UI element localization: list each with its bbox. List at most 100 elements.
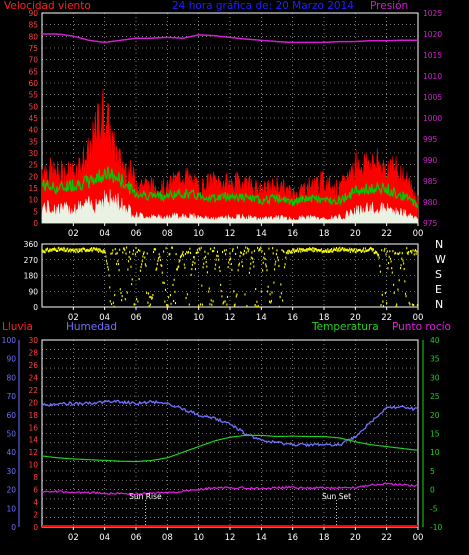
wind-ytick-label: 20 [28,172,38,181]
rain-label: Lluvia [2,321,33,333]
pressure-label: Presión [370,0,408,12]
wind-ytick-label: 10 [28,196,38,205]
direction-label-n-top: N [435,238,443,251]
temperature-line [41,434,419,463]
direction-side-labels: N W S E N [435,238,446,311]
dir-xtick-label: 00 [413,313,424,323]
low-xtick-label: 22 [381,533,392,543]
rain-axis-ytick-label: 22 [28,386,38,395]
wind-ytick-label: 35 [28,137,38,146]
dir-xtick-label: 08 [162,313,173,323]
direction-label-n-bottom: N [435,298,443,311]
low-xtick-label: 18 [319,533,330,543]
temperature-axis-ytick-label: 15 [430,430,440,439]
humidity-line [41,399,419,448]
temperature-axis-ytick-label: 35 [430,355,440,364]
pressure-ytick-label: 980 [423,198,438,207]
humidity-axis-ytick-label: 100 [2,336,17,345]
dewpoint-line [41,482,419,496]
rain-axis-ytick-label: 8 [33,473,38,482]
dir-xtick-label: 10 [193,313,204,323]
direction-label-e: E [435,283,442,296]
temperature-axis-ytick-label: -10 [430,523,442,532]
humidity-axis-ytick-label: 40 [6,448,16,457]
top-xtick-label: 02 [68,229,79,239]
low-xtick-label: 08 [162,533,173,543]
top-xtick-label: 14 [256,229,267,239]
humidity-axis-ytick-label: 20 [6,486,16,495]
dir-ytick-label: 180 [24,272,39,281]
humidity-axis-ytick-label: 70 [6,392,16,401]
pressure-ytick-label: 995 [423,135,438,144]
top-xtick-label: 06 [131,229,142,239]
dir-xtick-label: 22 [381,313,392,323]
dir-xtick-label: 20 [350,313,361,323]
sunrise-label: Sun Rise [129,492,162,501]
top-xtick-label: 20 [350,229,361,239]
pressure-ytick-label: 1005 [423,93,442,102]
wind-ytick-label: 5 [33,207,38,216]
pressure-line [42,33,418,44]
rain-axis-ytick-label: 4 [33,498,38,507]
dir-xtick-label: 14 [256,313,267,323]
pressure-ytick-label: 985 [423,177,438,186]
low-xtick-label: 00 [413,533,424,543]
rain-axis-ytick-label: 28 [28,348,38,357]
low-xtick-label: 20 [350,533,361,543]
wind-ytick-label: 45 [28,114,38,123]
rain-axis-ytick-label: 24 [28,373,38,382]
wind-ytick-label: 80 [28,32,38,41]
direction-label-s: S [435,268,442,281]
humidity-axis-ytick-label: 50 [6,430,16,439]
temperature-axis-ytick-label: 25 [430,392,440,401]
temperature-axis-ytick-label: 20 [430,411,440,420]
rain-axis-ytick-label: 26 [28,361,38,370]
wind-ytick-label: 40 [28,126,38,135]
low-xtick-label: 02 [68,533,79,543]
dir-xtick-label: 16 [287,313,298,323]
wind-ytick-label: 15 [28,184,38,193]
dir-xtick-label: 06 [131,313,142,323]
wind-pressure-chart: 0510152025303540455055606570758085909759… [28,9,442,239]
low-xtick-label: 12 [225,533,236,543]
humidity-label: Humedad [66,321,117,333]
top-xtick-label: 22 [381,229,392,239]
pressure-ytick-label: 1010 [423,72,442,81]
wind-ytick-label: 60 [28,79,38,88]
wind-gust-area [41,88,419,224]
wind-ytick-label: 30 [28,149,38,158]
top-xtick-label: 10 [193,229,204,239]
humidity-axis-ytick-label: 0 [11,523,16,532]
pressure-ytick-label: 1015 [423,51,442,60]
wind-ytick-label: 50 [28,102,38,111]
wind-ytick-label: 85 [28,21,38,30]
temperature-axis-ytick-label: 5 [430,467,435,476]
temperature-axis-ytick-label: 40 [430,336,440,345]
top-xtick-label: 00 [413,229,424,239]
chart-title: 24 hora gráfica de: 20 Marzo 2014 [172,0,354,12]
dir-xtick-label: 04 [99,313,110,323]
wind-low-area [41,189,419,224]
humidity-axis-ytick-label: 30 [6,467,16,476]
dir-ytick-label: 270 [24,256,39,265]
dir-xtick-label: 02 [68,313,79,323]
low-xtick-label: 04 [99,533,110,543]
pressure-ytick-label: 1000 [423,114,442,123]
low-xtick-label: 10 [193,533,204,543]
wind-ytick-label: 25 [28,161,38,170]
temperature-axis-ytick-label: 10 [430,448,440,457]
pressure-ytick-label: 1020 [423,30,442,39]
rain-axis-ytick-label: 20 [28,398,38,407]
rain-axis-ytick-label: 18 [28,411,38,420]
humidity-temperature-chart: 0102030405060708090100024681012141618202… [2,336,443,543]
wind-ytick-label: 75 [28,44,38,53]
wind-ytick-label: 55 [28,91,38,100]
rain-axis-ytick-label: 0 [33,523,38,532]
rain-axis-ytick-label: 12 [28,448,38,457]
pressure-ytick-label: 975 [423,219,438,228]
wind-direction-chart: 0 90 180 270 360 02 04 06 08 10 12 14 16 18 20 22 00 [24,240,424,323]
wind-ytick-label: 70 [28,56,38,65]
top-xtick-label: 08 [162,229,173,239]
humidity-axis-ytick-label: 10 [6,504,16,513]
